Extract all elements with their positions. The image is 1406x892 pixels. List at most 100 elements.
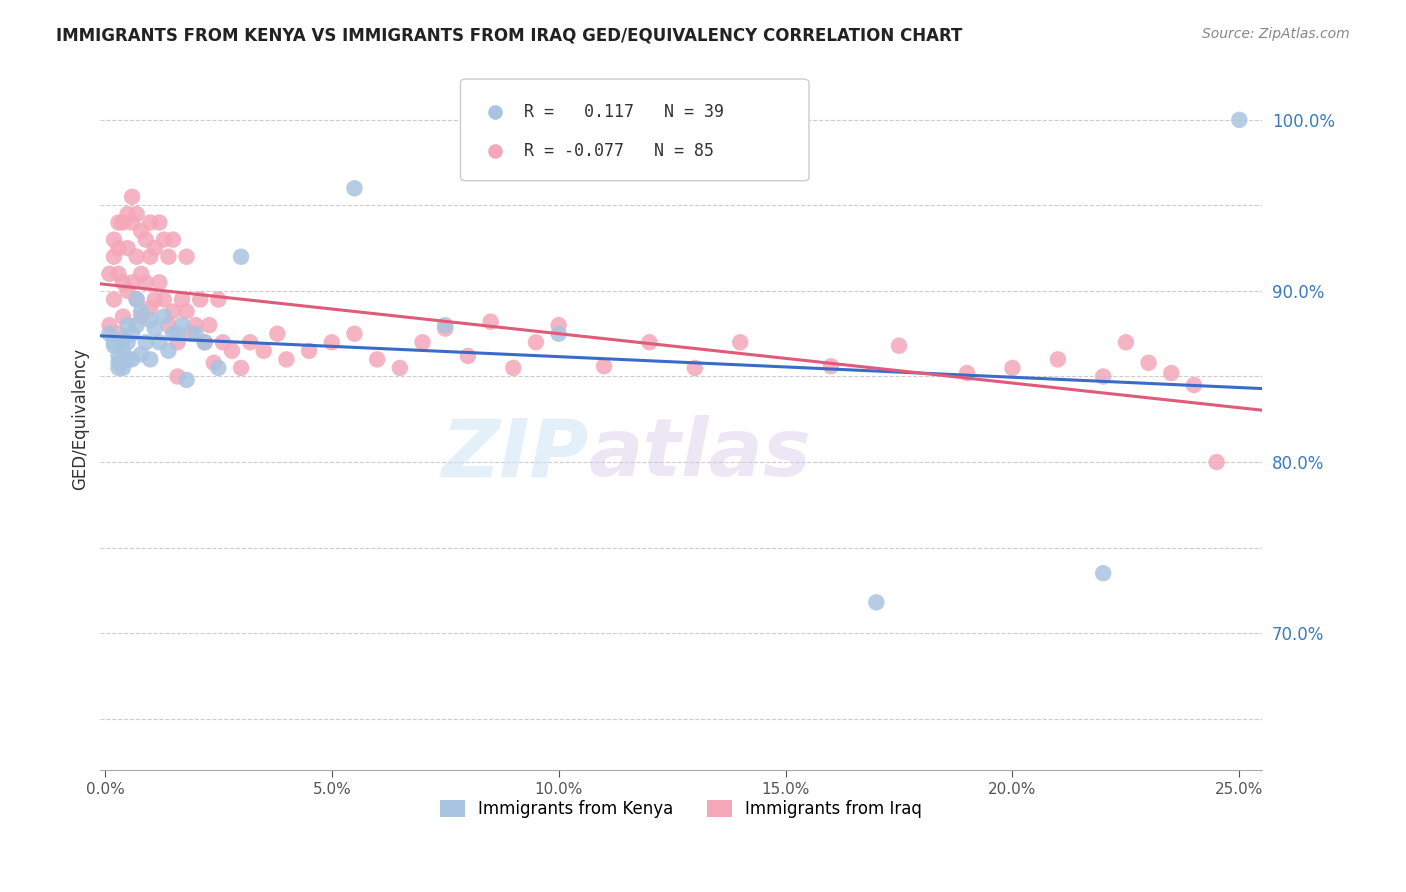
Point xyxy=(1046,352,1069,367)
Point xyxy=(683,360,706,375)
Point xyxy=(121,326,143,341)
Point xyxy=(229,360,252,375)
FancyBboxPatch shape xyxy=(461,79,808,181)
Point xyxy=(1160,366,1182,380)
Point xyxy=(139,215,162,229)
Point xyxy=(121,190,143,204)
Point xyxy=(188,293,211,307)
Point xyxy=(1001,360,1024,375)
Point xyxy=(1092,369,1115,384)
Point xyxy=(121,215,143,229)
Point xyxy=(434,321,457,335)
Point xyxy=(547,326,569,341)
Point xyxy=(229,250,252,264)
Point xyxy=(166,335,188,350)
Point xyxy=(143,321,166,335)
Point xyxy=(103,250,125,264)
Point xyxy=(112,343,135,358)
Point xyxy=(153,293,176,307)
Point xyxy=(547,318,569,333)
Point xyxy=(207,293,229,307)
Point xyxy=(956,366,979,380)
Point xyxy=(343,181,366,195)
Point xyxy=(117,284,139,298)
Point xyxy=(593,359,616,374)
Point xyxy=(98,326,121,341)
Point xyxy=(103,335,125,350)
Point xyxy=(129,310,152,324)
Point xyxy=(143,293,166,307)
Point xyxy=(125,293,148,307)
Point xyxy=(153,233,176,247)
Point xyxy=(212,335,235,350)
Point xyxy=(129,347,152,361)
Point xyxy=(107,349,129,363)
Point xyxy=(143,241,166,255)
Point xyxy=(125,293,148,307)
Point xyxy=(148,215,170,229)
Point xyxy=(112,332,135,346)
Point xyxy=(276,352,298,367)
Point xyxy=(166,326,188,341)
Point xyxy=(139,301,162,315)
Point xyxy=(321,335,343,350)
Text: ZIP: ZIP xyxy=(441,416,588,493)
Point xyxy=(162,326,184,341)
Point xyxy=(502,360,524,375)
Point xyxy=(1205,455,1227,469)
Point xyxy=(125,318,148,333)
Legend: Immigrants from Kenya, Immigrants from Iraq: Immigrants from Kenya, Immigrants from I… xyxy=(433,793,929,825)
Point xyxy=(117,352,139,367)
Point xyxy=(121,276,143,290)
Point xyxy=(524,335,547,350)
Point xyxy=(103,293,125,307)
Y-axis label: GED/Equivalency: GED/Equivalency xyxy=(72,348,89,491)
Point xyxy=(135,335,157,350)
Point xyxy=(153,310,176,324)
Point xyxy=(112,276,135,290)
Point xyxy=(166,369,188,384)
Point xyxy=(121,352,143,367)
Point xyxy=(112,215,135,229)
Point xyxy=(112,310,135,324)
Point xyxy=(129,224,152,238)
Point xyxy=(479,315,502,329)
Point xyxy=(221,343,243,358)
Point xyxy=(176,304,198,318)
Point xyxy=(366,352,388,367)
Point xyxy=(157,318,180,333)
Point xyxy=(343,326,366,341)
Point xyxy=(1115,335,1137,350)
Point xyxy=(638,335,661,350)
Point xyxy=(125,250,148,264)
Point xyxy=(728,335,751,350)
Point xyxy=(157,250,180,264)
Point xyxy=(107,267,129,281)
Point xyxy=(253,343,276,358)
Text: R = -0.077   N = 85: R = -0.077 N = 85 xyxy=(524,142,714,160)
Point xyxy=(202,356,225,370)
Point xyxy=(162,233,184,247)
Point xyxy=(176,250,198,264)
Point xyxy=(1227,112,1250,127)
Point xyxy=(157,343,180,358)
Point xyxy=(103,233,125,247)
Point xyxy=(298,343,321,358)
Point xyxy=(184,326,207,341)
Point xyxy=(135,233,157,247)
Point xyxy=(98,318,121,333)
Text: R =   0.117   N = 39: R = 0.117 N = 39 xyxy=(524,103,724,121)
Point xyxy=(1092,566,1115,581)
Point xyxy=(117,318,139,333)
Point xyxy=(412,335,434,350)
Point xyxy=(434,318,457,333)
Point xyxy=(162,304,184,318)
Point xyxy=(107,356,129,370)
Point xyxy=(117,241,139,255)
Text: IMMIGRANTS FROM KENYA VS IMMIGRANTS FROM IRAQ GED/EQUIVALENCY CORRELATION CHART: IMMIGRANTS FROM KENYA VS IMMIGRANTS FROM… xyxy=(56,27,963,45)
Point xyxy=(107,215,129,229)
Point xyxy=(865,595,887,609)
Point xyxy=(117,335,139,350)
Point xyxy=(457,349,479,363)
Point xyxy=(176,373,198,387)
